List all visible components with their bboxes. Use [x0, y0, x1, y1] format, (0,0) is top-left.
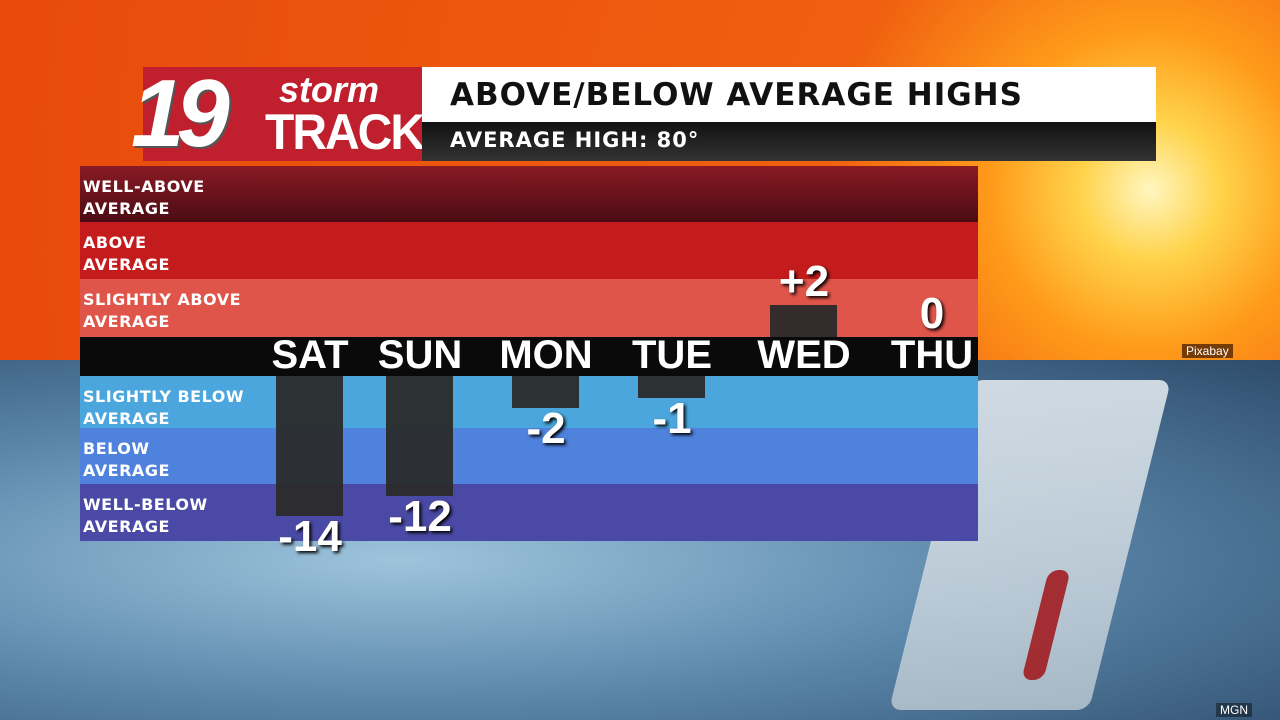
- value-label-wed: +2: [778, 257, 830, 306]
- day-label-sat: SAT: [271, 333, 349, 377]
- storm-track-logo: 19 storm TRACK: [131, 60, 425, 167]
- day-label-thu: THU: [890, 333, 974, 377]
- day-strip: [80, 337, 978, 376]
- page-title: ABOVE/BELOW AVERAGE HIGHS: [422, 67, 1156, 122]
- day-label-tue: TUE: [632, 333, 712, 377]
- band-above-average: ABOVE AVERAGE: [80, 222, 978, 279]
- value-label-sat: -14: [278, 512, 342, 561]
- bar-tue: [638, 376, 705, 398]
- bar-sun: [386, 376, 453, 496]
- bar-mon: [512, 376, 579, 408]
- value-label-tue: -1: [652, 394, 692, 443]
- value-label-thu: 0: [919, 289, 945, 338]
- photo-credit-pixabay: Pixabay: [1182, 344, 1233, 358]
- day-label-sun: SUN: [377, 333, 463, 377]
- band-well-below-average: WELL-BELOW AVERAGE: [80, 484, 978, 541]
- day-label-wed: WED: [757, 333, 851, 377]
- band-below-average: BELOW AVERAGE: [80, 428, 978, 484]
- photo-credit-mgn: MGN: [1216, 703, 1252, 717]
- page-subtitle: AVERAGE HIGH: 80°: [422, 122, 1156, 161]
- day-label-mon: MON: [499, 333, 593, 377]
- band-well-above-average: WELL-ABOVE AVERAGE: [80, 166, 978, 222]
- bar-sat: [276, 376, 343, 516]
- bar-wed: [770, 305, 837, 337]
- value-label-mon: -2: [526, 404, 566, 453]
- value-label-sun: -12: [388, 492, 452, 541]
